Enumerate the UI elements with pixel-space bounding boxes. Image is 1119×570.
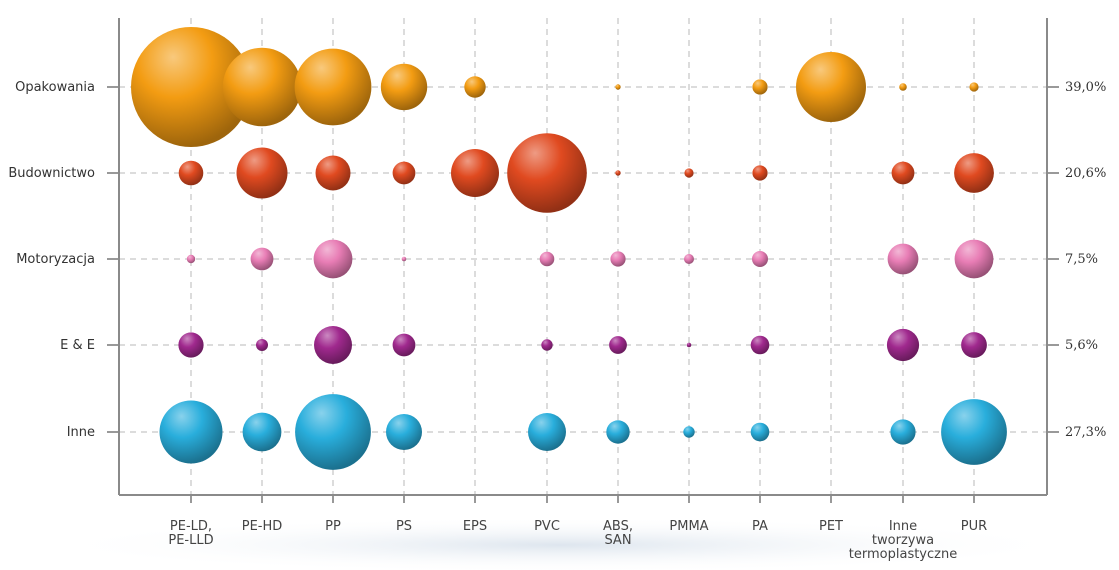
bubble: [295, 394, 371, 470]
bubble: [752, 79, 768, 95]
bubble: [606, 420, 630, 444]
bubble: [131, 27, 251, 147]
x-tick-label: PE-HD: [242, 519, 283, 534]
bubble: [386, 414, 422, 450]
share-label: 39,0%: [1065, 80, 1106, 95]
x-tick-label: PP: [325, 519, 341, 534]
bubble: [380, 63, 428, 111]
bubble: [752, 251, 768, 267]
bubble: [796, 52, 866, 122]
bubble: [750, 422, 770, 442]
labels: Opakowania Budownictwo Motoryzacja E & E Inn…: [8, 80, 1106, 562]
floor-shadow: [40, 517, 1080, 570]
bubble: [392, 161, 416, 185]
bubble: [313, 239, 353, 279]
bubble: [686, 342, 692, 348]
bubble: [684, 168, 694, 178]
bubble: [610, 251, 626, 267]
x-tick-label: ABS, SAN: [603, 519, 633, 548]
bubble: [961, 332, 987, 358]
bubble: [899, 83, 907, 91]
bubble: [159, 400, 223, 464]
x-tick-label: PS: [396, 519, 412, 534]
x-tick-label: PE-LD, PE-LLD: [168, 519, 213, 548]
bubble: [222, 47, 302, 127]
bubble: [451, 149, 499, 197]
row-label: E & E: [60, 338, 95, 353]
bubble: [464, 76, 486, 98]
bubble: [256, 339, 268, 351]
row-label: Inne: [67, 425, 95, 440]
bubble: [186, 254, 196, 264]
bubble: [178, 332, 204, 358]
bubble: [541, 339, 553, 351]
bubble: [615, 170, 621, 176]
row-label: Budownictwo: [8, 166, 95, 181]
bubble: [236, 147, 288, 199]
row-label: Opakowania: [15, 80, 95, 95]
bubble: [528, 413, 566, 451]
bubble: [615, 84, 621, 90]
bubble: [891, 161, 915, 185]
bubble: [684, 254, 694, 264]
x-tick-label: PMMA: [669, 519, 708, 534]
share-label: 27,3%: [1065, 425, 1106, 440]
bubble: [392, 333, 416, 357]
bubble: [954, 239, 994, 279]
bubble: [683, 426, 695, 438]
bubble: [890, 419, 916, 445]
bubble: [178, 160, 204, 186]
bubble: [507, 133, 587, 213]
bubble: [242, 412, 282, 452]
bubble: [401, 256, 407, 262]
x-tick-label: PUR: [961, 519, 987, 534]
row-label: Motoryzacja: [16, 252, 95, 267]
x-tick-label: Inne tworzywa termoplastyczne: [849, 519, 957, 562]
bubble: [294, 48, 372, 126]
bubbles: [131, 27, 1007, 470]
share-label: 7,5%: [1065, 252, 1098, 267]
bubble: [750, 335, 770, 355]
share-label: 5,6%: [1065, 338, 1098, 353]
x-tick-label: PVC: [534, 519, 560, 534]
bubble: [315, 155, 351, 191]
chart-floor-shadow: [40, 517, 1080, 570]
x-tick-label: EPS: [463, 519, 487, 534]
bubble: [250, 247, 274, 271]
bubble: [539, 251, 555, 267]
bubble: [887, 243, 919, 275]
share-label: 20,6%: [1065, 166, 1106, 181]
bubble: [886, 328, 920, 362]
x-tick-label: PA: [752, 519, 768, 534]
bubble: [752, 165, 768, 181]
axes: [118, 18, 1048, 496]
bubble: [941, 399, 1007, 465]
bubble: [314, 326, 352, 364]
x-tick-label: PET: [819, 519, 843, 534]
bubble: [954, 153, 994, 193]
bubble: [609, 336, 627, 354]
bubble: [969, 82, 979, 92]
